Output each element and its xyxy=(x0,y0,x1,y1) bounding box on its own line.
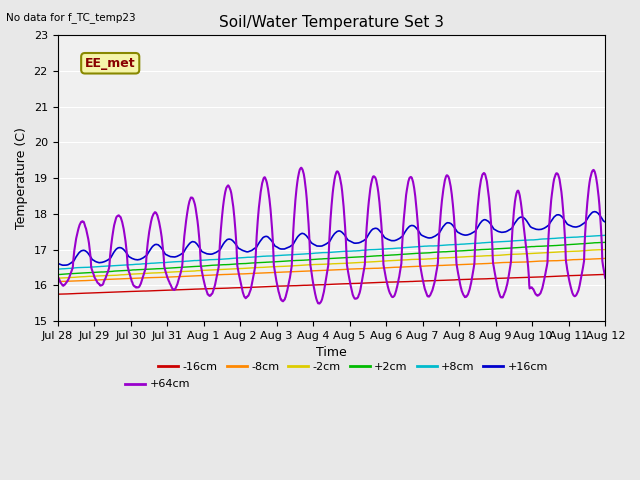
-2cm xyxy=(365,259,373,265)
+2cm xyxy=(118,268,126,274)
+64cm xyxy=(298,165,305,170)
-2cm xyxy=(298,263,305,268)
+64cm xyxy=(308,269,316,275)
+64cm xyxy=(54,273,61,278)
+64cm xyxy=(286,275,294,281)
-8cm xyxy=(602,255,609,261)
+16cm xyxy=(308,240,316,246)
+8cm xyxy=(602,232,609,238)
-8cm xyxy=(307,268,315,274)
+8cm xyxy=(54,266,61,272)
-16cm xyxy=(118,289,126,295)
-2cm xyxy=(286,263,294,269)
+16cm xyxy=(591,209,598,215)
Line: +8cm: +8cm xyxy=(58,235,605,269)
+16cm xyxy=(365,230,373,236)
+2cm xyxy=(307,257,315,263)
+8cm xyxy=(286,252,294,258)
+64cm xyxy=(96,282,104,288)
Line: -8cm: -8cm xyxy=(58,258,605,282)
+2cm xyxy=(600,240,608,245)
+8cm xyxy=(365,247,373,252)
+8cm xyxy=(96,264,104,269)
+8cm xyxy=(307,251,315,256)
+2cm xyxy=(54,272,61,277)
+16cm xyxy=(54,260,61,266)
+2cm xyxy=(286,258,294,264)
Y-axis label: Temperature (C): Temperature (C) xyxy=(15,127,28,229)
+2cm xyxy=(365,253,373,259)
-8cm xyxy=(54,279,61,285)
-2cm xyxy=(602,247,609,252)
Line: -16cm: -16cm xyxy=(58,275,605,294)
+16cm xyxy=(119,246,127,252)
+16cm xyxy=(287,243,294,249)
+64cm xyxy=(298,165,305,171)
-16cm xyxy=(602,272,609,277)
-16cm xyxy=(307,282,315,288)
+64cm xyxy=(366,189,374,194)
Legend: +64cm: +64cm xyxy=(120,375,195,394)
+16cm xyxy=(61,263,68,268)
+16cm xyxy=(602,219,609,225)
-8cm xyxy=(365,265,373,271)
+2cm xyxy=(298,257,305,263)
-16cm xyxy=(298,283,305,288)
-2cm xyxy=(96,273,104,279)
+16cm xyxy=(298,230,305,236)
Line: -2cm: -2cm xyxy=(58,250,605,278)
-2cm xyxy=(307,262,315,268)
X-axis label: Time: Time xyxy=(316,346,347,359)
+2cm xyxy=(602,240,609,245)
Line: +2cm: +2cm xyxy=(58,242,605,275)
-16cm xyxy=(54,291,61,297)
-16cm xyxy=(365,280,373,286)
+64cm xyxy=(602,275,609,281)
-16cm xyxy=(286,283,294,288)
-2cm xyxy=(54,276,61,281)
Line: +64cm: +64cm xyxy=(58,168,605,303)
-8cm xyxy=(118,276,126,282)
+64cm xyxy=(316,300,323,306)
+2cm xyxy=(96,269,104,275)
-8cm xyxy=(298,268,305,274)
-8cm xyxy=(96,277,104,283)
+8cm xyxy=(298,251,305,257)
+64cm xyxy=(118,219,126,225)
-2cm xyxy=(118,272,126,277)
Title: Soil/Water Temperature Set 3: Soil/Water Temperature Set 3 xyxy=(219,15,444,30)
-16cm xyxy=(96,290,104,296)
+16cm xyxy=(97,260,104,265)
Text: No data for f_TC_temp23: No data for f_TC_temp23 xyxy=(6,12,136,23)
Text: EE_met: EE_met xyxy=(85,57,136,70)
Line: +16cm: +16cm xyxy=(58,212,605,265)
-8cm xyxy=(286,269,294,275)
+8cm xyxy=(118,262,126,268)
